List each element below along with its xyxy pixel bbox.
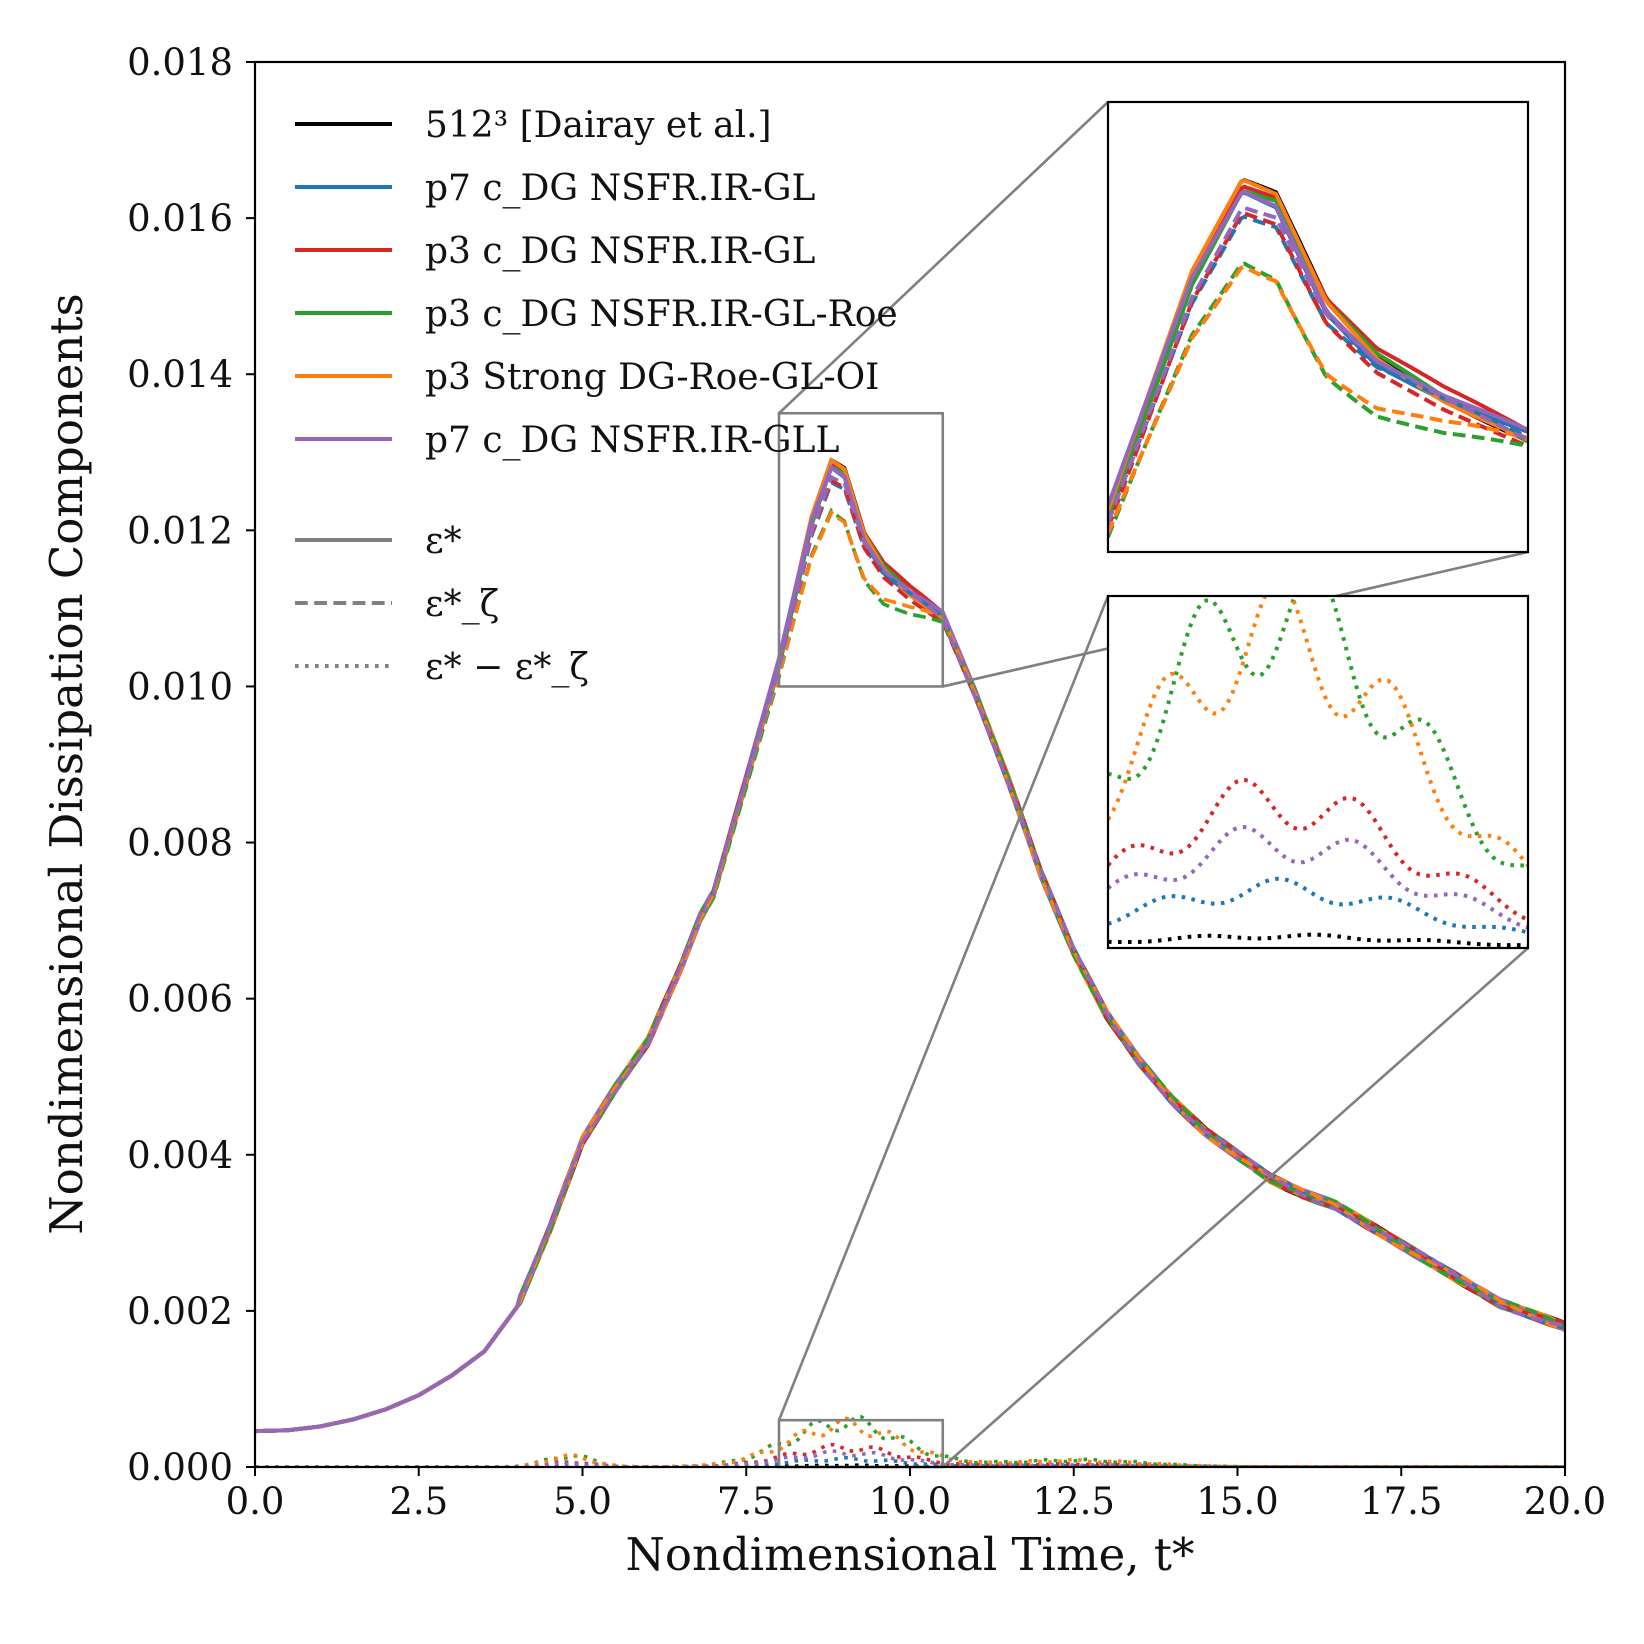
y-tick-label: 0.018 <box>127 41 233 84</box>
legend-style-label: ε* − ε*_ζ <box>425 647 589 688</box>
legend-label: p3 c_DG NSFR.IR-GL <box>425 231 816 272</box>
zoom-connector <box>778 101 1109 415</box>
y-tick-label: 0.012 <box>127 509 233 552</box>
x-tick-label: 0.0 <box>226 1480 285 1523</box>
y-tick-label: 0.002 <box>127 1290 233 1333</box>
inset-difference-zoom <box>1106 594 1530 950</box>
legend: 512³ [Dairay et al.] p7 c_DG NSFR.IR-GL p3… <box>295 105 898 688</box>
y-axis: 0.000 0.002 0.004 0.006 0.008 0.010 0.012 0.014… <box>127 41 255 1489</box>
legend-label: p3 Strong DG-Roe-GL-OI <box>425 357 879 398</box>
difference-line <box>255 1414 1565 1467</box>
y-tick-label: 0.008 <box>127 822 233 865</box>
x-tick-label: 17.5 <box>1360 1480 1442 1523</box>
zoom-connector <box>941 947 1529 1468</box>
legend-label: 512³ [Dairay et al.] <box>425 105 772 146</box>
inset-difference-line <box>1108 596 1528 868</box>
inset-series-line <box>1108 205 1528 524</box>
series-line <box>255 474 1565 1433</box>
inset-peak-zoom <box>1106 100 1530 554</box>
y-tick-label: 0.000 <box>127 1446 233 1489</box>
x-axis-title: Nondimensional Time, t* <box>626 1528 1195 1581</box>
x-tick-label: 2.5 <box>389 1480 448 1523</box>
inset-difference-curves <box>1108 596 1528 948</box>
y-axis-title: Nondimensional Dissipation Components <box>40 293 93 1234</box>
y-tick-label: 0.016 <box>127 197 233 240</box>
inset-peak-curves <box>1108 178 1528 538</box>
difference-line <box>255 1442 1565 1467</box>
zoom-connector <box>777 595 1110 1421</box>
y-tick-label: 0.014 <box>127 353 233 396</box>
inset-difference-line <box>1108 596 1528 867</box>
x-tick-label: 20.0 <box>1524 1480 1606 1523</box>
inset-difference-line <box>1108 932 1528 948</box>
x-tick-label: 12.5 <box>1033 1480 1115 1523</box>
legend-style-label: ε* <box>425 521 462 562</box>
x-axis: 0.0 2.5 5.0 7.5 10.0 12.5 15.0 17.5 20.0 <box>226 1467 1606 1523</box>
legend-label: p7 c_DG NSFR.IR-GL <box>425 168 816 209</box>
y-tick-label: 0.010 <box>127 665 233 708</box>
x-tick-label: 10.0 <box>869 1480 951 1523</box>
inset-peak-frame <box>1106 100 1530 554</box>
inset-series-line <box>1108 189 1528 507</box>
inset-difference-frame <box>1106 594 1530 950</box>
main-curves <box>255 457 1565 1467</box>
y-tick-label: 0.006 <box>127 978 233 1021</box>
inset-series-line <box>1108 264 1528 535</box>
legend-label: p7 c_DG NSFR.IR-GLL <box>425 420 839 461</box>
x-tick-label: 7.5 <box>717 1480 776 1523</box>
legend-style-label: ε*_ζ <box>425 584 499 625</box>
y-tick-label: 0.004 <box>127 1134 233 1177</box>
inset-difference-line <box>1108 777 1528 922</box>
x-tick-label: 15.0 <box>1196 1480 1278 1523</box>
x-tick-label: 5.0 <box>553 1480 612 1523</box>
legend-label: p3 c_DG NSFR.IR-GL-Roe <box>425 294 898 335</box>
zoom-region-1 <box>777 411 945 688</box>
